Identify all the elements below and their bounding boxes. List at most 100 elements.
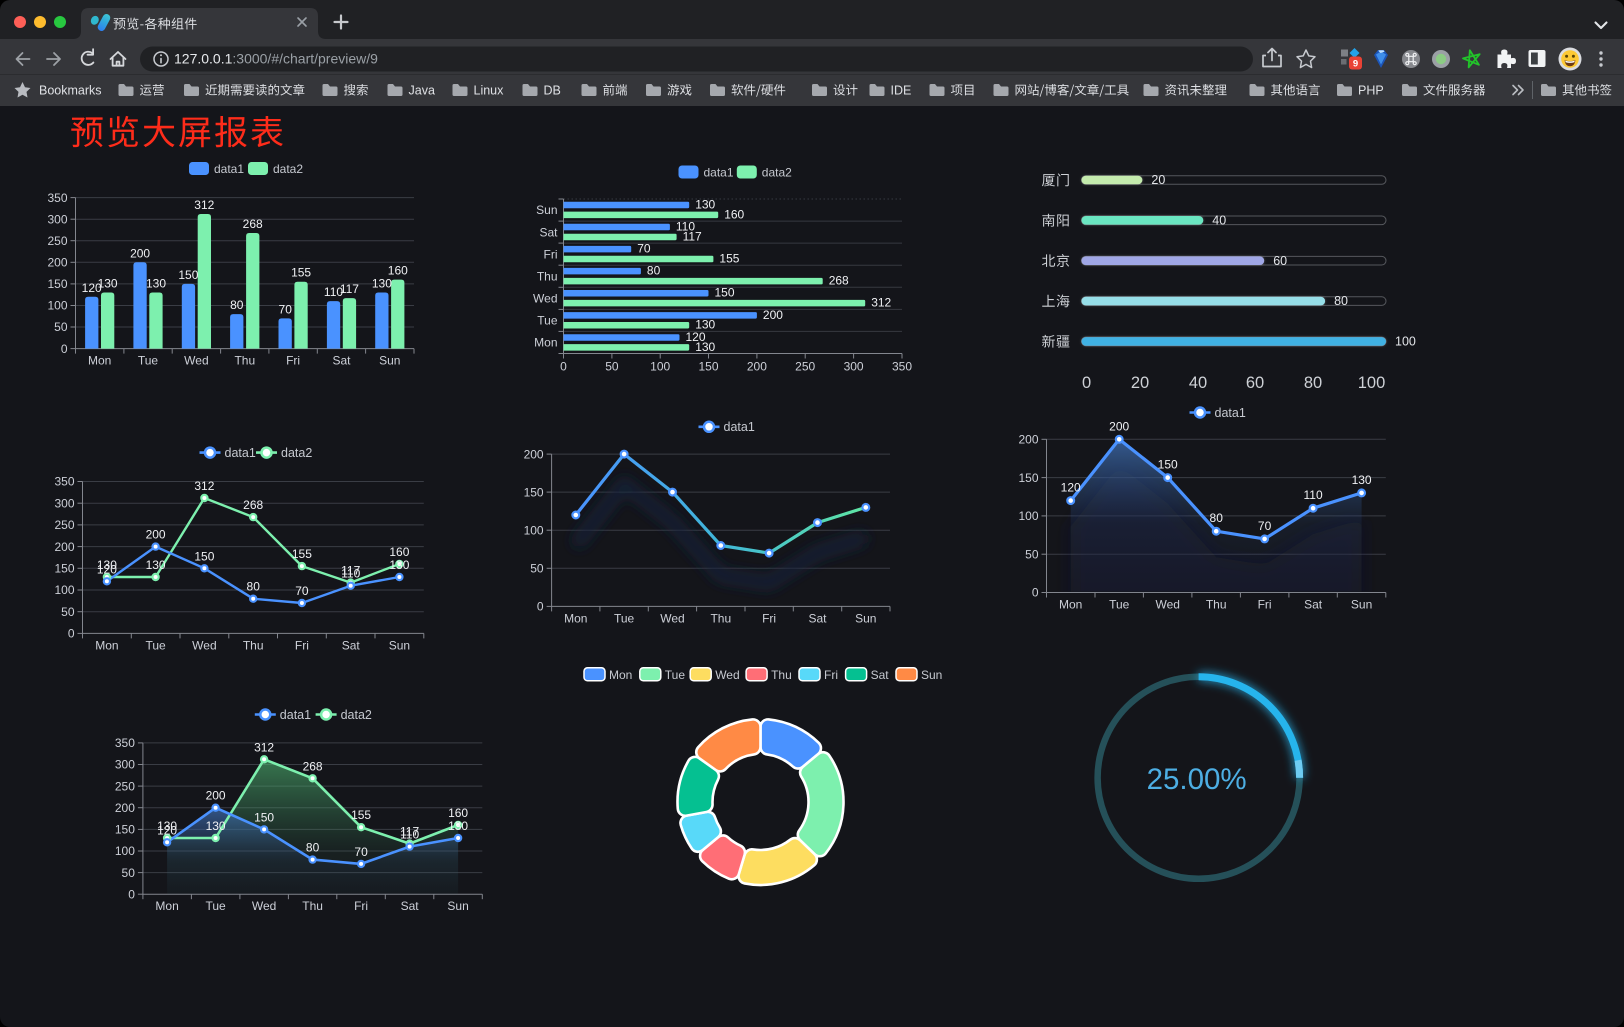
svg-text:200: 200 bbox=[115, 801, 135, 815]
svg-text:200: 200 bbox=[47, 256, 67, 270]
svg-text:150: 150 bbox=[715, 286, 735, 300]
svg-text:130: 130 bbox=[146, 558, 166, 572]
svg-text:0: 0 bbox=[560, 360, 567, 374]
svg-text:117: 117 bbox=[340, 282, 359, 296]
svg-text:Wed: Wed bbox=[184, 354, 208, 368]
svg-text:100: 100 bbox=[524, 523, 544, 537]
svg-text:250: 250 bbox=[54, 518, 74, 532]
svg-text:117: 117 bbox=[683, 229, 702, 243]
svg-text:Bookmarks: Bookmarks bbox=[39, 84, 102, 98]
svg-text:Sun: Sun bbox=[379, 354, 400, 368]
svg-text:350: 350 bbox=[115, 736, 135, 750]
svg-text:70: 70 bbox=[637, 242, 651, 256]
svg-text:Thu: Thu bbox=[771, 668, 792, 682]
svg-text:155: 155 bbox=[719, 252, 739, 266]
svg-text:Sun: Sun bbox=[447, 899, 468, 913]
svg-text:100: 100 bbox=[115, 844, 135, 858]
svg-text:350: 350 bbox=[47, 191, 67, 205]
svg-text:80: 80 bbox=[230, 298, 244, 312]
svg-text:50: 50 bbox=[530, 562, 544, 576]
svg-text:0: 0 bbox=[537, 600, 544, 614]
svg-text:110: 110 bbox=[341, 567, 360, 581]
svg-text:80: 80 bbox=[1210, 511, 1224, 525]
svg-text:40: 40 bbox=[1189, 374, 1207, 392]
svg-text:Fri: Fri bbox=[544, 247, 558, 261]
svg-text:20: 20 bbox=[1131, 374, 1149, 392]
svg-text:Sat: Sat bbox=[1304, 598, 1323, 612]
svg-text:Tue: Tue bbox=[614, 611, 635, 625]
svg-text:150: 150 bbox=[178, 268, 198, 282]
svg-text:data2: data2 bbox=[281, 446, 312, 460]
svg-text:Tue: Tue bbox=[665, 668, 686, 682]
svg-text:110: 110 bbox=[400, 828, 419, 842]
svg-text:130: 130 bbox=[448, 819, 468, 833]
svg-text:Mon: Mon bbox=[88, 354, 111, 368]
svg-text:Sat: Sat bbox=[401, 899, 420, 913]
svg-text:Fri: Fri bbox=[286, 354, 300, 368]
svg-text:Fri: Fri bbox=[824, 668, 838, 682]
svg-text:300: 300 bbox=[54, 496, 74, 510]
svg-text:150: 150 bbox=[194, 549, 214, 563]
svg-text:120: 120 bbox=[97, 562, 117, 576]
svg-text:80: 80 bbox=[647, 264, 661, 278]
svg-text:Sun: Sun bbox=[536, 203, 557, 217]
svg-text:Wed: Wed bbox=[533, 292, 557, 306]
svg-text:200: 200 bbox=[206, 789, 226, 803]
svg-text:250: 250 bbox=[795, 360, 815, 374]
svg-text:50: 50 bbox=[122, 866, 136, 880]
svg-text:Tue: Tue bbox=[1109, 598, 1130, 612]
svg-text:Mon: Mon bbox=[95, 638, 118, 652]
svg-text:200: 200 bbox=[747, 360, 767, 374]
svg-text:200: 200 bbox=[1018, 433, 1038, 447]
svg-text:Sat: Sat bbox=[332, 354, 351, 368]
svg-text:117: 117 bbox=[400, 825, 419, 839]
svg-text:200: 200 bbox=[146, 528, 166, 542]
svg-text:150: 150 bbox=[1018, 471, 1038, 485]
svg-text:data1: data1 bbox=[214, 162, 244, 176]
svg-text:Sun: Sun bbox=[855, 611, 876, 625]
svg-text:200: 200 bbox=[130, 246, 150, 260]
svg-text:110: 110 bbox=[324, 285, 343, 299]
svg-text:120: 120 bbox=[686, 330, 706, 344]
svg-text:200: 200 bbox=[763, 308, 783, 322]
svg-text:80: 80 bbox=[1334, 294, 1348, 308]
svg-text:Sat: Sat bbox=[871, 668, 890, 682]
svg-text:Java: Java bbox=[409, 84, 435, 98]
svg-text:60: 60 bbox=[1246, 374, 1264, 392]
svg-text:data2: data2 bbox=[762, 166, 792, 180]
svg-text:Fri: Fri bbox=[762, 611, 776, 625]
svg-text:Mon: Mon bbox=[534, 336, 557, 350]
svg-text:Fri: Fri bbox=[295, 638, 309, 652]
svg-text:100: 100 bbox=[54, 583, 74, 597]
svg-text:Thu: Thu bbox=[710, 611, 731, 625]
svg-text:250: 250 bbox=[47, 234, 67, 248]
svg-text:Tue: Tue bbox=[205, 899, 226, 913]
svg-text:160: 160 bbox=[388, 264, 408, 278]
svg-text:40: 40 bbox=[1212, 214, 1226, 228]
svg-text:130: 130 bbox=[695, 340, 715, 354]
svg-text:300: 300 bbox=[47, 212, 67, 226]
svg-text:Thu: Thu bbox=[302, 899, 323, 913]
svg-text:130: 130 bbox=[157, 819, 177, 833]
svg-text:350: 350 bbox=[892, 360, 912, 374]
svg-text:data1: data1 bbox=[704, 166, 734, 180]
svg-text:110: 110 bbox=[676, 220, 695, 234]
svg-text:120: 120 bbox=[1061, 481, 1081, 495]
svg-text:Thu: Thu bbox=[234, 354, 255, 368]
svg-text:Thu: Thu bbox=[537, 269, 558, 283]
svg-text:Sat: Sat bbox=[808, 611, 827, 625]
svg-text:130: 130 bbox=[389, 558, 409, 572]
svg-text:155: 155 bbox=[292, 547, 312, 561]
svg-text:350: 350 bbox=[54, 475, 74, 489]
svg-text:80: 80 bbox=[1304, 374, 1322, 392]
svg-text:130: 130 bbox=[97, 558, 117, 572]
svg-text:25.00%: 25.00% bbox=[1147, 763, 1247, 796]
svg-text:data1: data1 bbox=[1215, 406, 1246, 420]
svg-text:Mon: Mon bbox=[609, 668, 632, 682]
svg-text:155: 155 bbox=[351, 808, 371, 822]
svg-text:Fri: Fri bbox=[1258, 598, 1272, 612]
svg-text:70: 70 bbox=[354, 845, 368, 859]
svg-text:160: 160 bbox=[389, 545, 409, 559]
svg-text:9: 9 bbox=[1353, 59, 1358, 70]
svg-text:120: 120 bbox=[82, 281, 102, 295]
